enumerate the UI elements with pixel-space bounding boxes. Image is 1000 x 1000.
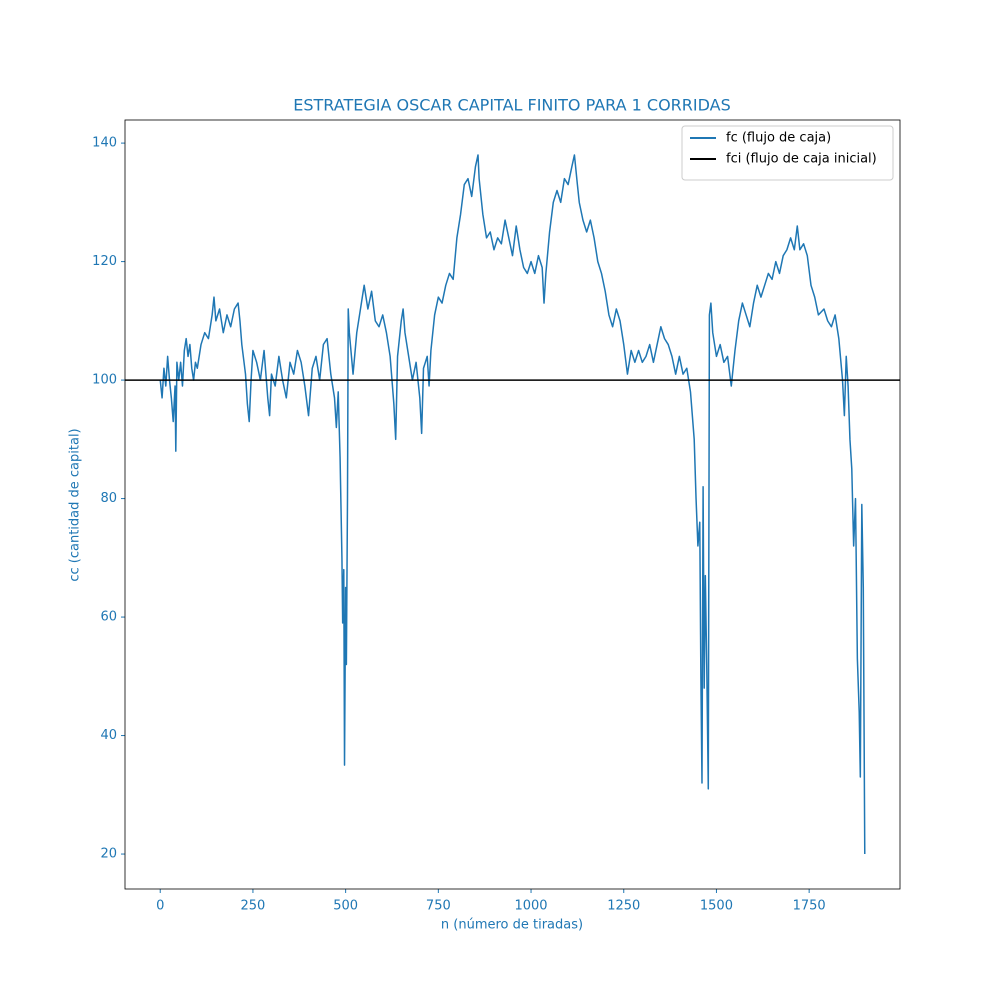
y-tick-label: 140 [92, 136, 117, 151]
y-tick-label: 100 [92, 373, 117, 388]
x-tick-label: 500 [333, 899, 358, 914]
x-tick-label: 1500 [700, 899, 733, 914]
legend-box [681, 125, 894, 181]
legend-label: fc (flujo de caja) [726, 131, 831, 146]
y-tick-label: 20 [100, 847, 117, 862]
y-tick-label: 120 [92, 254, 117, 269]
data-line [159, 154, 866, 855]
y-axis-label: cc (cantidad de capital) [68, 428, 83, 581]
chart-title: ESTRATEGIA OSCAR CAPITAL FINITO PARA 1 C… [293, 96, 731, 115]
y-tick-label: 40 [100, 728, 117, 743]
legend-label: fci (flujo de caja inicial) [726, 152, 877, 167]
y-tick-label: 80 [100, 491, 117, 506]
x-tick-label: 0 [156, 899, 164, 914]
x-tick-label: 250 [241, 899, 266, 914]
x-tick-label: 1750 [793, 899, 826, 914]
x-tick-label: 1000 [514, 899, 547, 914]
plot-frame [124, 119, 901, 890]
y-tick-label: 60 [100, 610, 117, 625]
legend: fc (flujo de caja) fci (flujo de caja ini… [681, 125, 894, 181]
x-tick-label: 1250 [607, 899, 640, 914]
x-axis-label: n (número de tiradas) [441, 918, 583, 933]
x-tick-label: 750 [426, 899, 451, 914]
